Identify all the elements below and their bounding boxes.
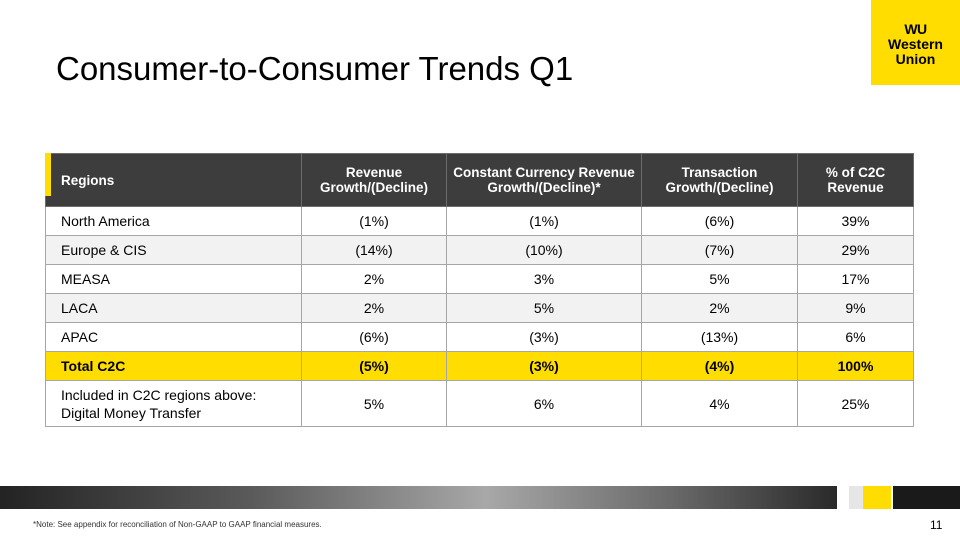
- digital-value-cell: 25%: [797, 380, 914, 427]
- table-row: APAC (6%) (3%) (13%) 6%: [45, 322, 914, 352]
- footer-gap: [837, 486, 849, 509]
- total-value-cell: (3%): [446, 351, 642, 381]
- value-cell: 29%: [797, 235, 914, 265]
- value-cell: 39%: [797, 206, 914, 236]
- footer-gradient: [0, 486, 837, 509]
- c2c-trends-table-container: Regions Revenue Growth/(Decline) Constan…: [45, 153, 914, 427]
- footer-yellow-square: [863, 486, 891, 509]
- value-cell: 6%: [797, 322, 914, 352]
- c2c-trends-table: Regions Revenue Growth/(Decline) Constan…: [45, 153, 914, 427]
- digital-label-line-1: Included in C2C regions above:: [61, 386, 257, 403]
- value-cell: (1%): [446, 206, 642, 236]
- region-cell: APAC: [45, 322, 302, 352]
- value-cell: (14%): [301, 235, 447, 265]
- region-cell: LACA: [45, 293, 302, 323]
- table-header-row: Regions Revenue Growth/(Decline) Constan…: [45, 153, 914, 207]
- header-constant-currency-growth: Constant Currency Revenue Growth/(Declin…: [446, 153, 642, 207]
- header-revenue-growth: Revenue Growth/(Decline): [301, 153, 447, 207]
- table-row: Europe & CIS (14%) (10%) (7%) 29%: [45, 235, 914, 265]
- value-cell: 9%: [797, 293, 914, 323]
- digital-label-cell: Included in C2C regions above: Digital M…: [45, 380, 302, 427]
- footer-decorative-bar: [0, 486, 960, 509]
- header-percent-c2c-revenue: % of C2C Revenue: [797, 153, 914, 207]
- logo-line-1: Western: [888, 36, 943, 52]
- value-cell: (10%): [446, 235, 642, 265]
- footer-dark-square: [893, 486, 960, 509]
- region-cell: Europe & CIS: [45, 235, 302, 265]
- footnote: *Note: See appendix for reconciliation o…: [33, 520, 322, 529]
- header-accent-stripe: [45, 153, 51, 196]
- digital-label-line-2: Digital Money Transfer: [61, 404, 202, 421]
- value-cell: 5%: [641, 264, 798, 294]
- footer-gap: [891, 486, 893, 509]
- value-cell: (1%): [301, 206, 447, 236]
- logo-line-2: Union: [895, 51, 936, 67]
- total-value-cell: (5%): [301, 351, 447, 381]
- value-cell: 3%: [446, 264, 642, 294]
- total-value-cell: (4%): [641, 351, 798, 381]
- table-row: North America (1%) (1%) (6%) 39%: [45, 206, 914, 236]
- value-cell: (7%): [641, 235, 798, 265]
- digital-value-cell: 4%: [641, 380, 798, 427]
- header-transaction-growth: Transaction Growth/(Decline): [641, 153, 798, 207]
- page-number: 11: [930, 518, 943, 532]
- logo-mark: WU: [904, 21, 927, 37]
- digital-money-transfer-row: Included in C2C regions above: Digital M…: [45, 380, 914, 427]
- western-union-logo: WU Western Union: [871, 0, 960, 85]
- value-cell: 2%: [641, 293, 798, 323]
- digital-value-cell: 5%: [301, 380, 447, 427]
- total-label-cell: Total C2C: [45, 351, 302, 381]
- footer-light-square: [849, 486, 863, 509]
- page-title: Consumer-to-Consumer Trends Q1: [56, 50, 574, 87]
- value-cell: (3%): [446, 322, 642, 352]
- value-cell: (6%): [301, 322, 447, 352]
- value-cell: 2%: [301, 293, 447, 323]
- value-cell: 17%: [797, 264, 914, 294]
- table-row: LACA 2% 5% 2% 9%: [45, 293, 914, 323]
- region-cell: MEASA: [45, 264, 302, 294]
- table-row: MEASA 2% 3% 5% 17%: [45, 264, 914, 294]
- header-regions: Regions: [45, 153, 302, 207]
- total-row: Total C2C (5%) (3%) (4%) 100%: [45, 351, 914, 381]
- total-value-cell: 100%: [797, 351, 914, 381]
- region-cell: North America: [45, 206, 302, 236]
- digital-value-cell: 6%: [446, 380, 642, 427]
- value-cell: (13%): [641, 322, 798, 352]
- value-cell: 5%: [446, 293, 642, 323]
- value-cell: (6%): [641, 206, 798, 236]
- value-cell: 2%: [301, 264, 447, 294]
